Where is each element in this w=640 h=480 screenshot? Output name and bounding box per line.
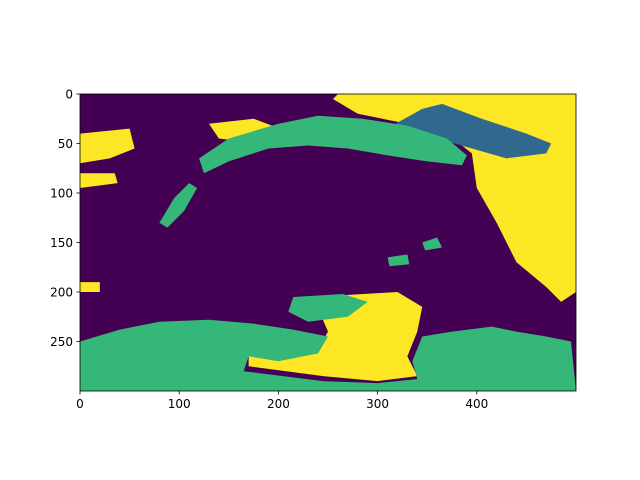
x-tick-label: 0 [76, 397, 84, 411]
heatmap-region-class-2 [199, 115, 467, 174]
heatmap-region-class-3 [80, 173, 118, 189]
y-axis: 0 50 100 150 200 250 [50, 88, 80, 349]
y-tick-label: 250 [50, 335, 73, 349]
x-axis: 0 100 200 300 400 [76, 391, 488, 411]
x-tick-label: 100 [168, 397, 191, 411]
x-tick-label: 400 [465, 397, 488, 411]
y-tick-label: 50 [58, 137, 73, 151]
y-tick-label: 0 [65, 88, 73, 102]
y-tick-label: 100 [50, 187, 73, 201]
heatmap-region-class-2 [80, 319, 576, 391]
heatmap-region-class-3 [248, 292, 423, 382]
heatmap-region-class-2 [288, 293, 368, 322]
heatmap-region-class-3 [80, 128, 135, 164]
y-tick-label: 200 [50, 286, 73, 300]
heatmap-region-class-3 [80, 282, 100, 292]
x-tick-label: 200 [267, 397, 290, 411]
heatmap-region-class-2 [387, 254, 410, 267]
heatmap-region-class-2 [159, 183, 198, 228]
heatmap-region-class-2 [422, 237, 443, 251]
y-tick-label: 150 [50, 236, 73, 250]
heatmap-region-class-1 [395, 103, 552, 159]
x-tick-label: 300 [366, 397, 389, 411]
plot-area [79, 93, 577, 392]
